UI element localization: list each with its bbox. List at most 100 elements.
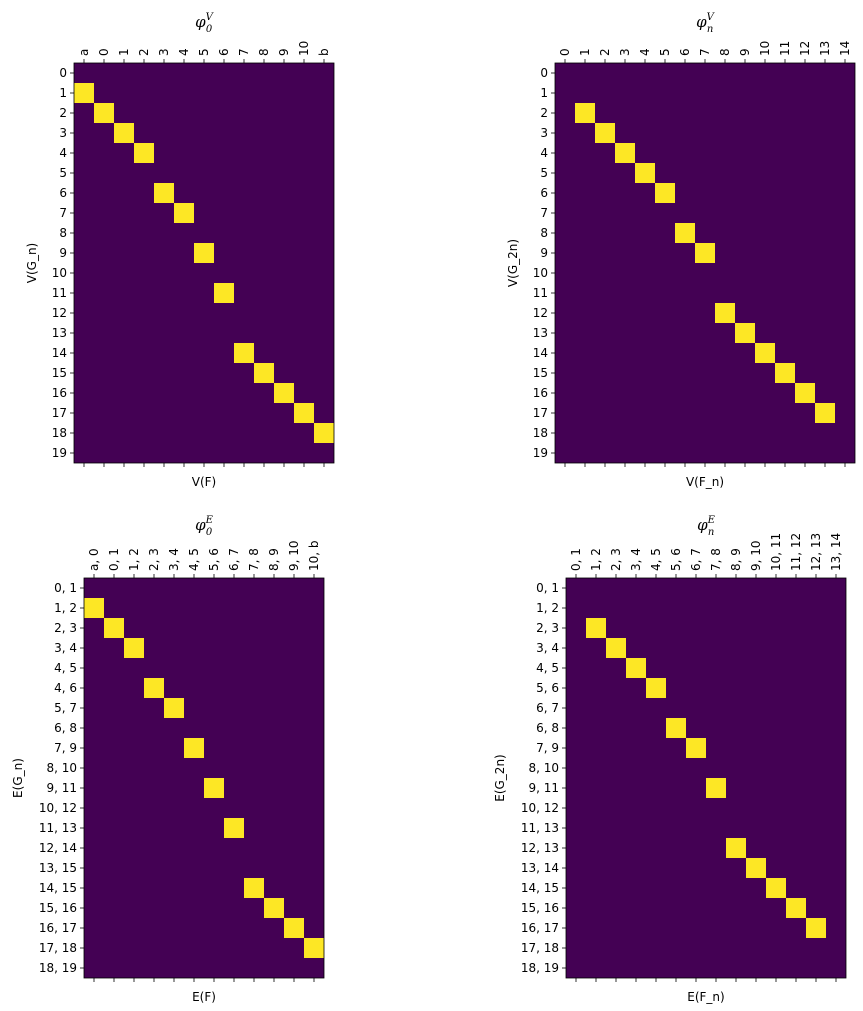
axes-frame (565, 577, 847, 979)
heatmap-cell-on (254, 363, 274, 383)
y-tick-label: 5 (540, 166, 548, 180)
y-tick-label: 7 (59, 206, 67, 220)
heatmap-cell-on (735, 323, 755, 343)
x-tick-label: 7, 8 (247, 548, 261, 571)
y-tick-label: 4, 6 (54, 681, 77, 695)
y-tick-label: 12, 14 (39, 841, 77, 855)
heatmap-cell-on (304, 938, 324, 958)
x-tick-label: 1 (578, 48, 592, 56)
y-tick-label: 15, 16 (39, 901, 77, 915)
x-tick-label: 11 (778, 41, 792, 56)
y-tick-label: 17, 18 (39, 941, 77, 955)
x-tick-label: 8, 9 (729, 548, 743, 571)
y-tick-label: 10, 12 (521, 801, 559, 815)
x-tick-label: b (317, 48, 331, 56)
heatmap-cell-on (314, 423, 334, 443)
y-tick-label: 13, 15 (39, 861, 77, 875)
x-tick-label: 10, b (307, 540, 321, 571)
x-tick-label: 10 (758, 41, 772, 56)
heatmap-cell-on (114, 123, 134, 143)
y-tick-label: 2, 3 (54, 621, 77, 635)
heatmap-cell-on (575, 103, 595, 123)
x-tick-label: 8 (257, 48, 271, 56)
y-tick-label: 17 (533, 406, 548, 420)
heatmap-cell-on (284, 918, 304, 938)
heatmap-cell-on (134, 143, 154, 163)
heatmap-cell-on (766, 878, 786, 898)
heatmap-cell-on (595, 123, 615, 143)
y-tick-label: 4, 5 (536, 661, 559, 675)
y-tick-label: 14 (52, 346, 67, 360)
x-tick-label: 6 (217, 48, 231, 56)
heatmap-cell-on (715, 303, 735, 323)
y-tick-label: 8, 10 (46, 761, 77, 775)
x-axis-label: E(F_n) (687, 990, 724, 1004)
y-tick-label: 5, 7 (54, 701, 77, 715)
heatmap-cell-on (706, 778, 726, 798)
x-tick-label: 9 (277, 48, 291, 56)
x-tick-label: 0 (558, 48, 572, 56)
y-tick-label: 13 (52, 326, 67, 340)
x-tick-label: 6, 7 (689, 548, 703, 571)
heatmap-cell-on (264, 898, 284, 918)
y-tick-label: 3, 4 (54, 641, 77, 655)
y-tick-label: 11, 13 (521, 821, 559, 835)
x-tick-label: 5, 6 (669, 548, 683, 571)
heatmap-cell-on (94, 103, 114, 123)
heatmap-cell-on (104, 618, 124, 638)
y-tick-label: 11 (533, 286, 548, 300)
x-tick-label: 1, 2 (589, 548, 603, 571)
x-tick-label: 4, 5 (187, 548, 201, 571)
axes-frame (83, 577, 325, 979)
y-tick-label: 19 (533, 446, 548, 460)
heatmap-cell-on (586, 618, 606, 638)
y-axis-label: E(G_n) (11, 758, 25, 798)
heatmap-cell-on (124, 638, 144, 658)
x-tick-label: 3 (618, 48, 632, 56)
y-tick-label: 15 (52, 366, 67, 380)
y-tick-label: 11, 13 (39, 821, 77, 835)
x-tick-label: 9 (738, 48, 752, 56)
y-tick-label: 6, 8 (536, 721, 559, 735)
y-tick-label: 3 (59, 126, 67, 140)
heatmap-cell-on (144, 678, 164, 698)
y-tick-label: 1, 2 (54, 601, 77, 615)
x-tick-label: 0 (97, 48, 111, 56)
x-tick-label: 13 (818, 41, 832, 56)
x-tick-label: 13, 14 (829, 533, 843, 571)
y-tick-label: 5 (59, 166, 67, 180)
y-axis-label: V(G_n) (25, 243, 39, 283)
x-tick-label: 4 (177, 48, 191, 56)
heatmap-cell-on (194, 243, 214, 263)
x-axis-label: V(F) (192, 475, 216, 489)
y-tick-label: 8 (59, 226, 67, 240)
y-tick-label: 0 (59, 66, 67, 80)
y-tick-label: 14, 15 (521, 881, 559, 895)
y-tick-label: 19 (52, 446, 67, 460)
heatmap-cell-on (666, 718, 686, 738)
y-tick-label: 9 (59, 246, 67, 260)
y-tick-label: 1 (540, 86, 548, 100)
x-tick-label: 7 (237, 48, 251, 56)
x-tick-label: 0, 1 (569, 548, 583, 571)
y-tick-label: 7 (540, 206, 548, 220)
heatmap-cell-on (74, 83, 94, 103)
heatmap-cell-on (815, 403, 835, 423)
heatmap-cell-on (214, 283, 234, 303)
y-tick-label: 12 (533, 306, 548, 320)
y-tick-label: 0 (540, 66, 548, 80)
y-tick-label: 2 (59, 106, 67, 120)
y-tick-label: 13 (533, 326, 548, 340)
y-tick-label: 7, 9 (536, 741, 559, 755)
y-tick-label: 6, 7 (536, 701, 559, 715)
x-tick-label: 4, 5 (649, 548, 663, 571)
y-tick-label: 15, 16 (521, 901, 559, 915)
y-tick-label: 12, 13 (521, 841, 559, 855)
heatmap-cell-on (84, 598, 104, 618)
heatmap-cell-on (675, 223, 695, 243)
y-tick-label: 4 (540, 146, 548, 160)
y-tick-label: 7, 9 (54, 741, 77, 755)
heatmap-cell-on (775, 363, 795, 383)
y-tick-label: 9, 11 (528, 781, 559, 795)
